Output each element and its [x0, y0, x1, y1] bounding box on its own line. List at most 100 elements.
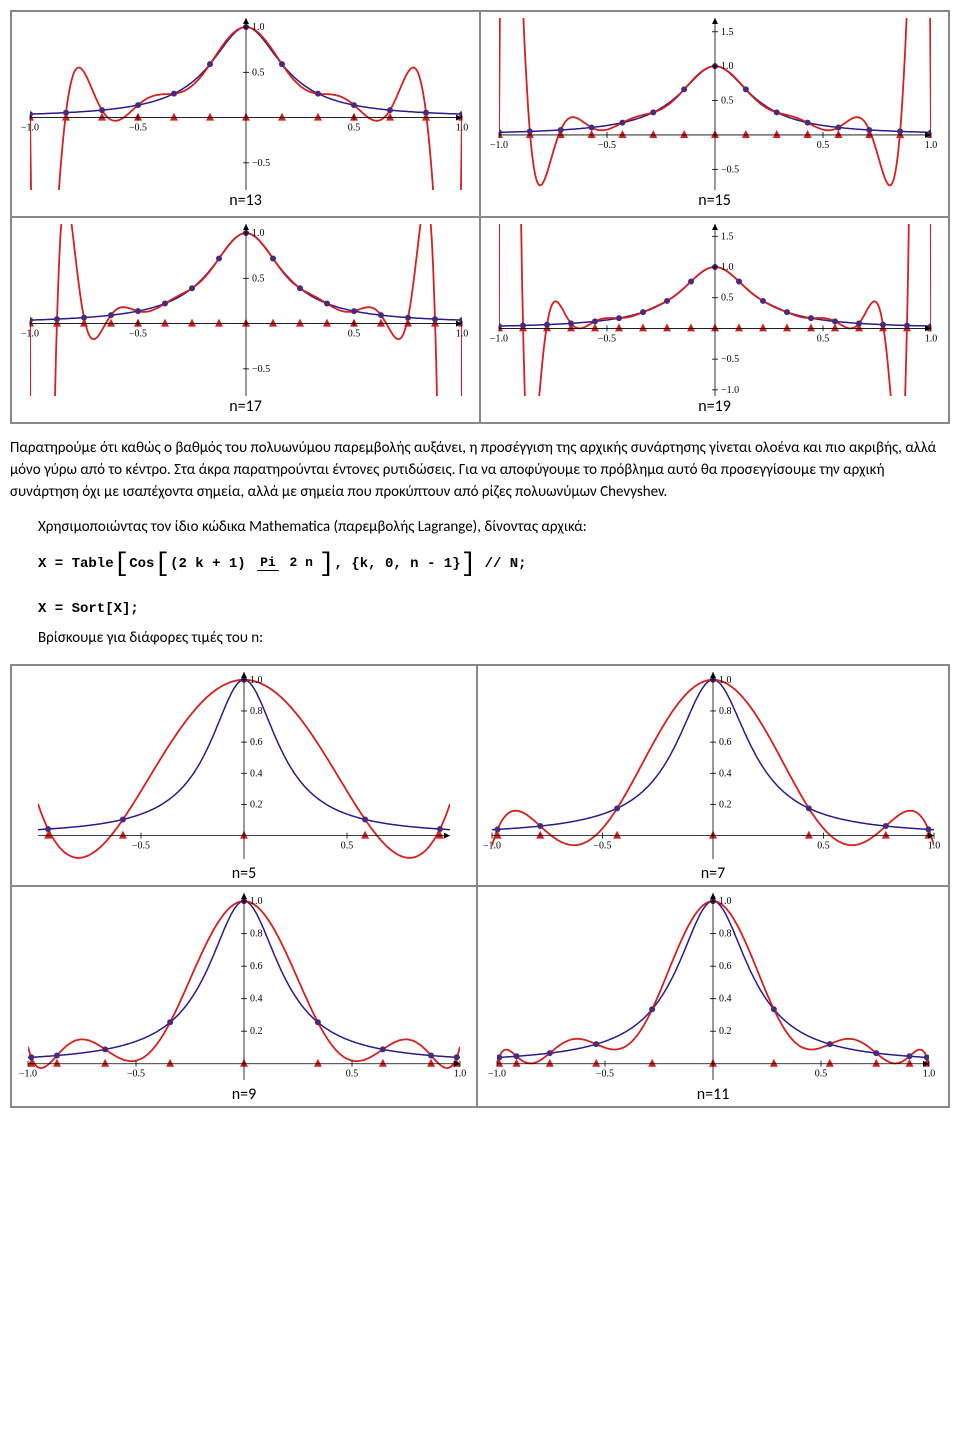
svg-text:0.5: 0.5	[816, 140, 829, 151]
svg-text:1.0: 1.0	[719, 896, 732, 907]
paragraph-1: Παρατηρούμε ότι καθώς ο βαθμός του πολυω…	[10, 438, 950, 503]
svg-text:1.0: 1.0	[721, 262, 734, 273]
svg-text:−1.0: −1.0	[489, 140, 507, 151]
label-n11: n=11	[697, 1085, 730, 1104]
svg-text:1.0: 1.0	[252, 22, 265, 33]
svg-text:−0.5: −0.5	[132, 841, 150, 852]
runge-grid-top: −1.0 −0.5 0.5 1.0 −0.5 0.5 1.0 n=13 −1.0 −0.5 0.…	[10, 10, 950, 424]
label-n19: n=19	[698, 397, 731, 416]
svg-text:0.5: 0.5	[347, 123, 360, 134]
mathematica-code: X = Table[Cos[(2 k + 1) Pi 2 n ], {k, 0,…	[38, 553, 950, 620]
svg-text:0.5: 0.5	[346, 1069, 359, 1080]
svg-text:0.6: 0.6	[719, 961, 732, 972]
svg-text:1.0: 1.0	[721, 61, 734, 72]
svg-text:−0.5: −0.5	[252, 364, 270, 375]
label-n17: n=17	[229, 397, 262, 416]
svg-text:0.5: 0.5	[816, 333, 829, 344]
svg-text:−1.0: −1.0	[19, 1069, 37, 1080]
svg-text:−1.0: −1.0	[483, 841, 501, 852]
chebyshev-grid: −0.5 0.5 0.2 0.4 0.6 0.8 1.0 n=5 −1.0 −0.5 0.5 1.…	[10, 664, 950, 1108]
svg-text:0.4: 0.4	[719, 768, 732, 779]
cell-n13: −1.0 −0.5 0.5 1.0 −0.5 0.5 1.0 n=13	[11, 11, 480, 217]
svg-text:0.8: 0.8	[719, 929, 732, 940]
svg-text:0.2: 0.2	[250, 1026, 263, 1037]
svg-text:−0.5: −0.5	[593, 841, 611, 852]
code-l1c: (2 k + 1)	[170, 556, 246, 572]
svg-text:−0.5: −0.5	[721, 164, 739, 175]
svg-text:−1.0: −1.0	[721, 385, 739, 396]
svg-text:−0.5: −0.5	[721, 354, 739, 365]
svg-text:0.4: 0.4	[719, 994, 732, 1005]
svg-text:−1.0: −1.0	[20, 329, 38, 340]
svg-text:0.6: 0.6	[250, 737, 263, 748]
rbracket-icon: ]	[461, 548, 477, 578]
svg-text:0.8: 0.8	[250, 706, 263, 717]
cell-n9: −1.0 −0.5 0.5 1.0 0.2 0.4 0.6 0.8 1.0 n=9	[11, 886, 477, 1107]
svg-text:−0.5: −0.5	[596, 1069, 614, 1080]
cell-n11: −1.0 −0.5 0.5 1.0 0.2 0.4 0.6 0.8 1.0 n=11	[477, 886, 949, 1107]
frac-bot: 2 n	[287, 555, 316, 570]
label-n15: n=15	[698, 191, 731, 210]
label-n5: n=5	[232, 864, 256, 883]
plot-n5: −0.50.50.20.40.60.81.0	[24, 666, 464, 881]
svg-text:1.0: 1.0	[455, 329, 468, 340]
svg-text:0.2: 0.2	[250, 799, 263, 810]
label-n9: n=9	[232, 1085, 256, 1104]
plot-n7: −1.0−0.50.51.00.20.40.60.81.0	[478, 666, 948, 881]
plot-n17: −1.0 −0.5 0.5 1.0 −0.5 0.5 1.0	[16, 218, 476, 418]
svg-text:1.0: 1.0	[923, 1069, 936, 1080]
svg-text:0.6: 0.6	[719, 737, 732, 748]
lbracket-icon: [	[114, 548, 130, 578]
code-l2: X = Sort[X];	[38, 601, 139, 617]
svg-text:−0.5: −0.5	[597, 140, 615, 151]
cell-n7: −1.0−0.50.51.00.20.40.60.81.0 n=7	[477, 665, 949, 886]
frac-top: Pi	[257, 555, 279, 571]
svg-text:−0.5: −0.5	[128, 123, 146, 134]
label-n13: n=13	[229, 191, 262, 210]
svg-text:0.4: 0.4	[250, 994, 263, 1005]
svg-text:−0.5: −0.5	[597, 333, 615, 344]
label-n7: n=7	[701, 864, 725, 883]
cell-n17: −1.0 −0.5 0.5 1.0 −0.5 0.5 1.0 n=17	[11, 217, 480, 423]
svg-text:−0.5: −0.5	[252, 158, 270, 169]
svg-text:0.2: 0.2	[719, 799, 732, 810]
code-l1e: // N;	[476, 556, 526, 572]
svg-text:−1.0: −1.0	[489, 333, 507, 344]
svg-text:0.5: 0.5	[815, 1069, 828, 1080]
svg-text:1.0: 1.0	[250, 896, 263, 907]
svg-text:0.2: 0.2	[719, 1026, 732, 1037]
svg-text:0.5: 0.5	[341, 841, 354, 852]
paragraph-2: Χρησιμοποιώντας τον ίδιο κώδικα Mathemat…	[38, 517, 950, 539]
lbracket2-icon: [	[154, 548, 170, 578]
svg-text:0.8: 0.8	[250, 929, 263, 940]
svg-text:1.0: 1.0	[924, 140, 937, 151]
svg-text:0.5: 0.5	[817, 841, 830, 852]
svg-text:−1.0: −1.0	[20, 123, 38, 134]
svg-text:1.0: 1.0	[928, 841, 941, 852]
plot-n19: −1.0−0.50.51.0−1.0−0.50.51.01.5	[485, 218, 945, 418]
paragraph-3: Βρίσκουμε για διάφορες τιμές του n:	[38, 628, 950, 650]
svg-text:1.0: 1.0	[455, 123, 468, 134]
svg-text:−0.5: −0.5	[128, 329, 146, 340]
code-l1b: Cos	[129, 556, 154, 572]
code-l1a: X = Table	[38, 556, 114, 572]
cell-n19: −1.0−0.50.51.0−1.0−0.50.51.01.5 n=19	[480, 217, 949, 423]
svg-text:−0.5: −0.5	[127, 1069, 145, 1080]
cell-n5: −0.50.50.20.40.60.81.0 n=5	[11, 665, 477, 886]
svg-text:0.4: 0.4	[250, 768, 263, 779]
svg-text:−1.0: −1.0	[488, 1069, 506, 1080]
svg-text:0.6: 0.6	[250, 961, 263, 972]
plot-n15: −1.0−0.50.51.0−0.50.51.01.5	[485, 12, 945, 212]
plot-n11: −1.0 −0.5 0.5 1.0 0.2 0.4 0.6 0.8 1.0	[483, 887, 943, 1102]
svg-text:0.5: 0.5	[347, 329, 360, 340]
plot-n13: −1.0 −0.5 0.5 1.0 −0.5 0.5 1.0	[16, 12, 476, 212]
rbracket2-icon: ]	[319, 548, 335, 578]
cell-n15: −1.0−0.50.51.0−0.50.51.01.5 n=15	[480, 11, 949, 217]
code-l1d: , {k, 0, n - 1}	[335, 556, 461, 572]
svg-text:1.0: 1.0	[252, 228, 265, 239]
svg-text:0.5: 0.5	[721, 96, 734, 107]
svg-text:0.5: 0.5	[252, 67, 265, 78]
svg-text:1.5: 1.5	[721, 231, 734, 242]
svg-text:1.0: 1.0	[454, 1069, 467, 1080]
svg-text:0.5: 0.5	[252, 273, 265, 284]
